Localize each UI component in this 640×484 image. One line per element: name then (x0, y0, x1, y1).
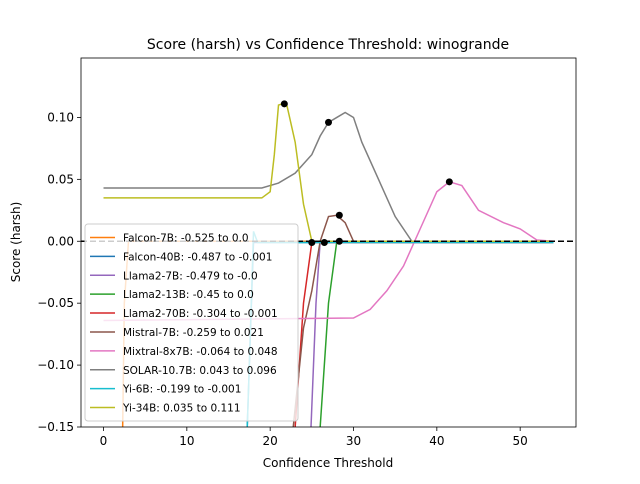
axes-frame (80, 57, 577, 428)
legend-label: Falcon-40B: -0.487 to -0.001 (123, 251, 272, 263)
legend-label: SOLAR-10.7B: 0.043 to 0.096 (123, 365, 277, 377)
y-tick-label: 0.05 (47, 172, 74, 186)
legend-label: Llama2-70B: -0.304 to -0.001 (123, 308, 278, 320)
series-line (103, 181, 554, 322)
x-tick-label: 10 (179, 434, 194, 448)
max-marker (325, 118, 332, 126)
max-marker (445, 178, 453, 186)
legend-label: Llama2-7B: -0.479 to -0.0 (123, 270, 258, 282)
legend-label: Yi-34B: 0.035 to 0.111 (122, 403, 241, 415)
max-marker (280, 100, 288, 108)
legend-label: Mixtral-8x7B: -0.064 to 0.048 (123, 346, 278, 358)
y-tick-label: −0.05 (37, 296, 74, 310)
legend-label: Llama2-13B: -0.45 to 0.0 (123, 289, 254, 301)
x-tick-label: 20 (263, 434, 278, 448)
x-tick-label: 50 (513, 434, 528, 448)
legend-label: Falcon-7B: -0.525 to 0.0 (123, 232, 249, 244)
max-marker (335, 211, 343, 219)
x-axis-label: Confidence Threshold (263, 456, 393, 470)
legend-label: Mistral-7B: -0.259 to 0.021 (123, 327, 264, 339)
max-marker (308, 239, 316, 246)
max-marker (320, 239, 328, 246)
legend-label: Yi-6B: -0.199 to -0.001 (122, 384, 241, 396)
y-axis-label: Score (harsh) (9, 202, 23, 283)
max-marker (335, 237, 343, 245)
y-tick-label: 0.00 (47, 234, 74, 248)
x-tick-label: 30 (346, 434, 361, 448)
y-tick-label: −0.15 (37, 420, 74, 434)
x-tick-label: 40 (429, 434, 444, 448)
y-tick-label: 0.10 (47, 110, 74, 124)
x-tick-label: 0 (100, 434, 108, 448)
y-tick-label: −0.10 (37, 358, 74, 372)
chart-title: Score (harsh) vs Confidence Threshold: w… (147, 37, 509, 53)
legend-box (84, 223, 299, 422)
series-line (103, 111, 554, 243)
